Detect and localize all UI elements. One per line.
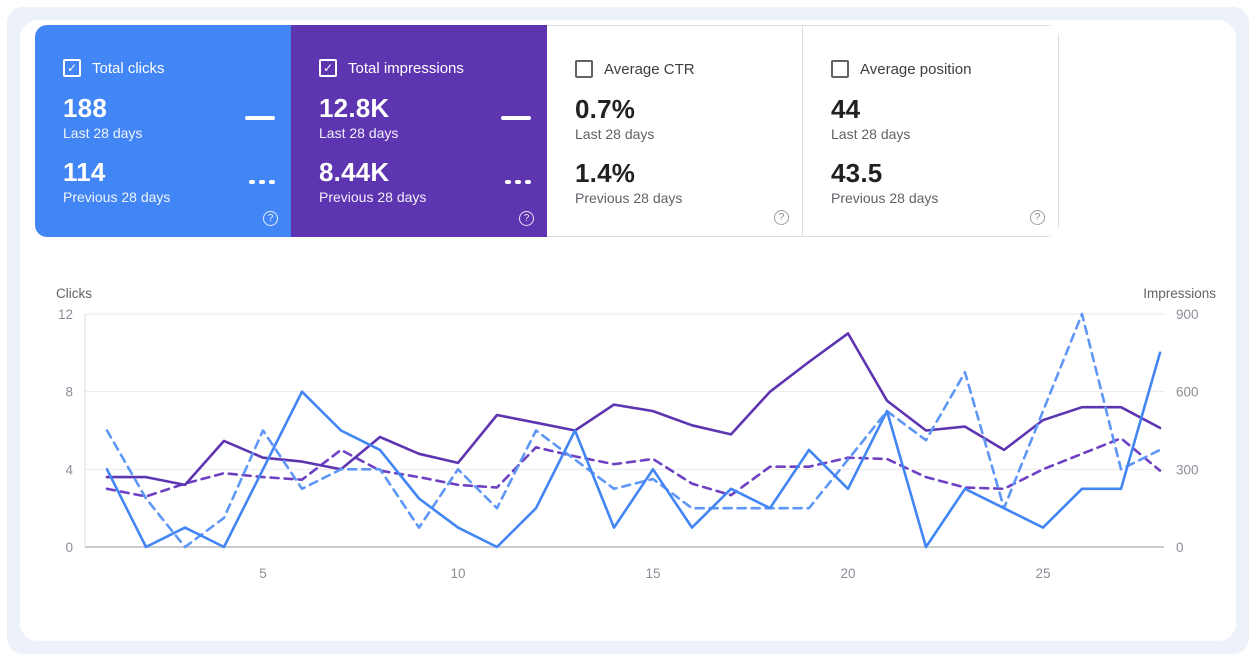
card-label: Total clicks bbox=[92, 59, 165, 77]
total-clicks-checkbox-icon[interactable]: ✓ bbox=[63, 59, 81, 77]
right-axis-title: Impressions bbox=[1143, 286, 1216, 301]
chart-canvas: 0 4 8 12 0 300 600 900 5 10 15 20 25 bbox=[58, 307, 1199, 581]
x-axis-tick-label: 5 bbox=[259, 566, 267, 581]
card-label: Average CTR bbox=[604, 60, 695, 78]
previous-period: Previous 28 days bbox=[319, 189, 427, 205]
x-axis-tick-label: 15 bbox=[645, 566, 660, 581]
previous-value: 1.4% bbox=[575, 158, 636, 188]
dashed-line-legend-icon bbox=[499, 179, 531, 184]
card-total-clicks[interactable]: ✓ Total clicks 188 Last 28 days 114 Prev… bbox=[35, 25, 291, 237]
x-axis-tick-label: 20 bbox=[840, 566, 855, 581]
current-period: Last 28 days bbox=[831, 126, 911, 142]
series-line-impressions-previous bbox=[105, 437, 1162, 498]
previous-period: Previous 28 days bbox=[575, 190, 683, 206]
card-average-position[interactable]: Average position 44 Last 28 days 43.5 Pr… bbox=[803, 25, 1059, 237]
current-value: 188 bbox=[63, 93, 107, 123]
current-value: 44 bbox=[831, 94, 861, 124]
left-axis-tick-label: 0 bbox=[65, 540, 73, 555]
card-total-impressions[interactable]: ✓ Total impressions 12.8K Last 28 days 8… bbox=[291, 25, 547, 237]
previous-value: 8.44K bbox=[319, 157, 390, 187]
dashed-line-legend-icon bbox=[243, 179, 275, 184]
right-axis-tick-label: 900 bbox=[1176, 307, 1199, 322]
current-period: Last 28 days bbox=[63, 125, 143, 141]
previous-period: Previous 28 days bbox=[63, 189, 171, 205]
previous-value: 114 bbox=[63, 157, 106, 187]
total-impressions-checkbox-icon[interactable]: ✓ bbox=[319, 59, 337, 77]
current-value: 0.7% bbox=[575, 94, 636, 124]
previous-value: 43.5 bbox=[831, 158, 883, 188]
right-axis-tick-label: 0 bbox=[1176, 540, 1184, 555]
current-period: Last 28 days bbox=[319, 125, 399, 141]
metric-cards-row: ✓ Total clicks 188 Last 28 days 114 Prev… bbox=[35, 25, 1059, 237]
help-icon[interactable]: ? bbox=[519, 211, 534, 226]
card-average-ctr[interactable]: Average CTR 0.7% Last 28 days 1.4% Previ… bbox=[547, 25, 803, 237]
help-icon[interactable]: ? bbox=[1030, 210, 1045, 225]
current-period: Last 28 days bbox=[575, 126, 655, 142]
card-label: Total impressions bbox=[348, 59, 464, 77]
left-axis-tick-label: 12 bbox=[58, 307, 73, 322]
page-background: ✓ Total clicks 188 Last 28 days 114 Prev… bbox=[7, 7, 1249, 654]
help-icon[interactable]: ? bbox=[263, 211, 278, 226]
series-line-clicks-previous bbox=[105, 312, 1162, 549]
left-axis-tick-label: 4 bbox=[65, 462, 73, 477]
right-axis-tick-label: 600 bbox=[1176, 385, 1199, 400]
series-line-clicks-current bbox=[105, 351, 1162, 549]
left-axis-title: Clicks bbox=[56, 286, 92, 301]
x-axis-tick-label: 10 bbox=[450, 566, 465, 581]
right-axis-tick-label: 300 bbox=[1176, 462, 1199, 477]
help-icon[interactable]: ? bbox=[774, 210, 789, 225]
left-axis-tick-label: 8 bbox=[65, 385, 73, 400]
card-label: Average position bbox=[860, 60, 972, 78]
x-axis-tick-label: 25 bbox=[1035, 566, 1050, 581]
performance-chart: Clicks Impressions 0 4 8 12 0 300 600 900 5 10 15 2… bbox=[42, 286, 1218, 588]
current-value: 12.8K bbox=[319, 93, 390, 123]
solid-line-legend-icon bbox=[499, 115, 531, 120]
average-ctr-checkbox-icon[interactable] bbox=[575, 60, 593, 78]
solid-line-legend-icon bbox=[243, 115, 275, 120]
previous-period: Previous 28 days bbox=[831, 190, 939, 206]
performance-panel: ✓ Total clicks 188 Last 28 days 114 Prev… bbox=[20, 20, 1236, 641]
average-position-checkbox-icon[interactable] bbox=[831, 60, 849, 78]
